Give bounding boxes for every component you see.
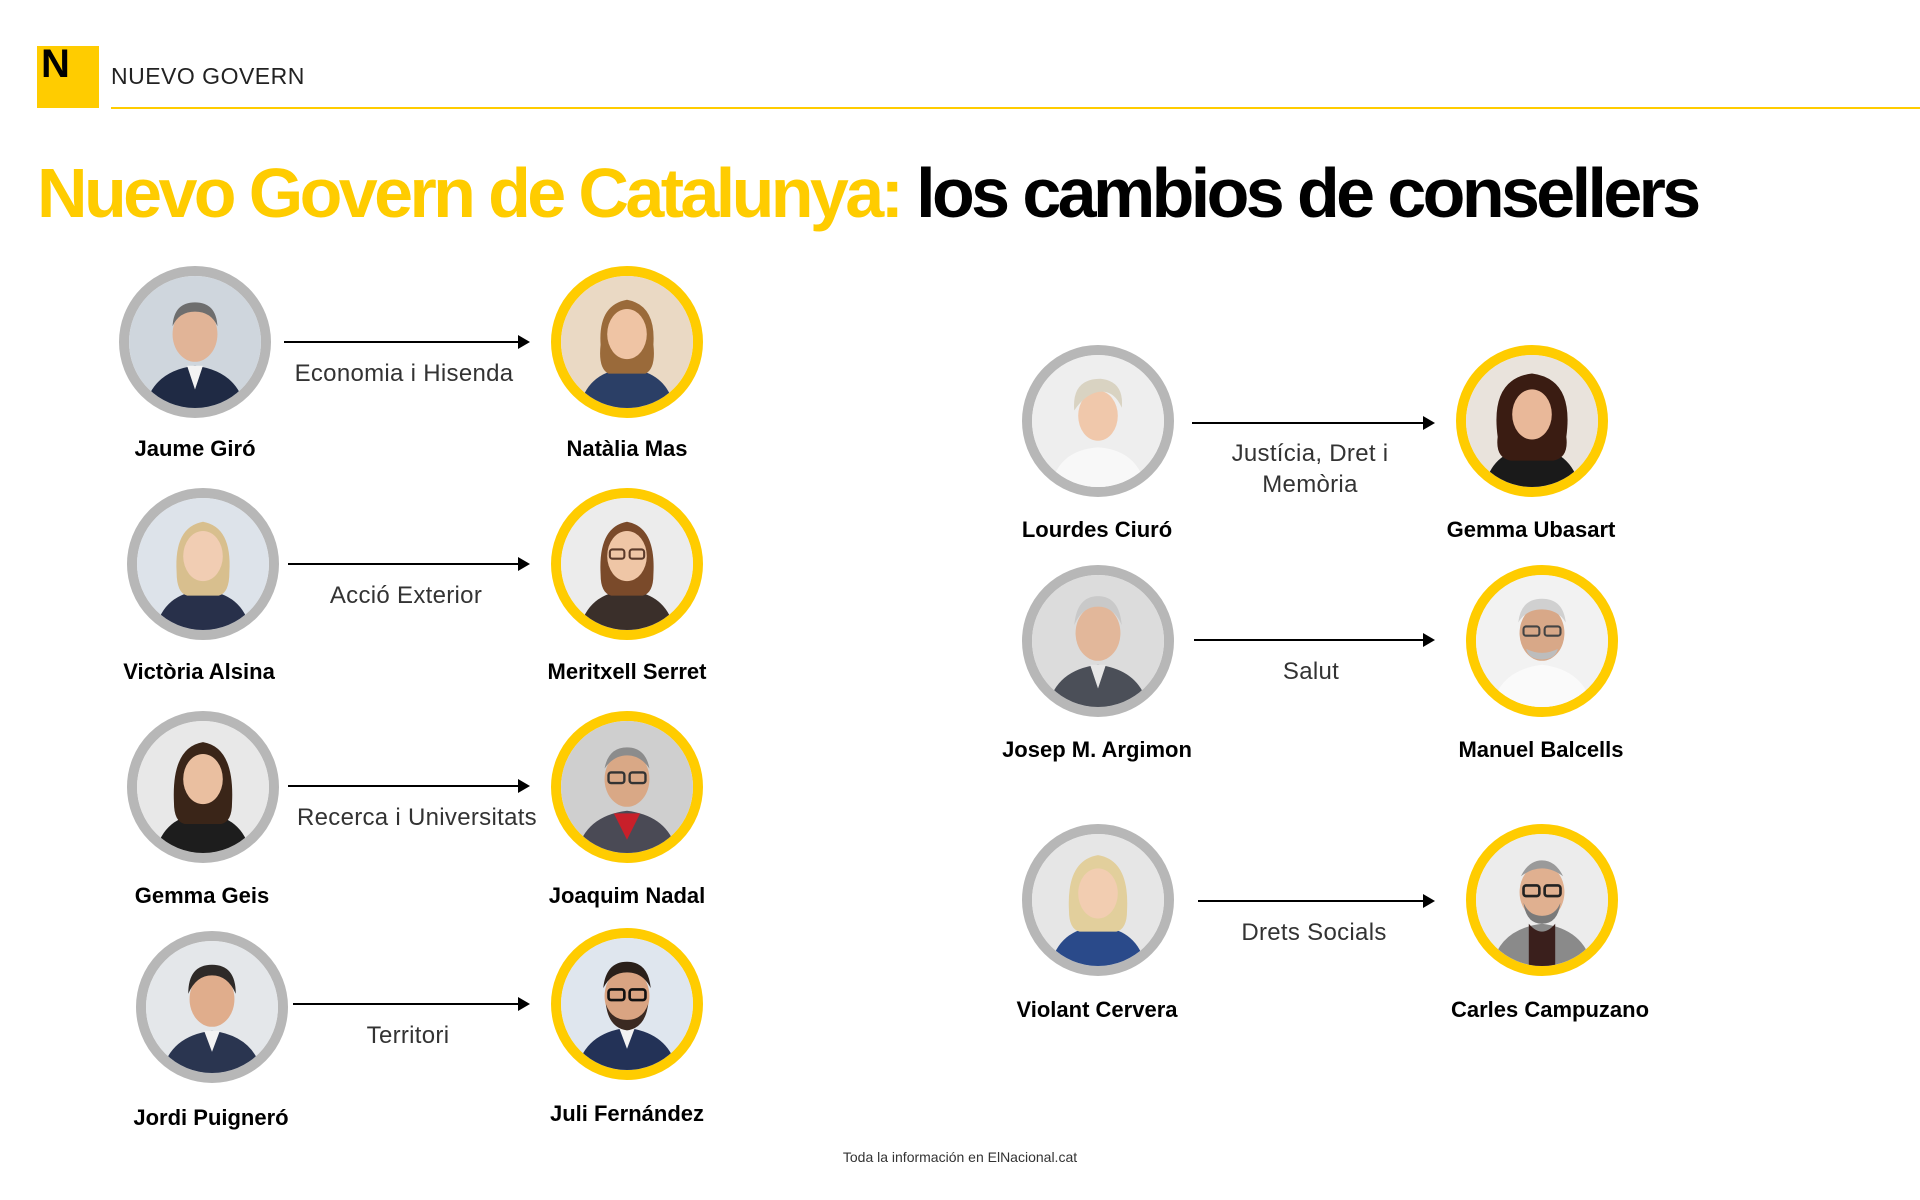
portrait-outgoing-1 [119, 266, 271, 418]
portrait-outgoing-3 [127, 711, 279, 863]
incoming-name-7: Carles Campuzano [1450, 997, 1650, 1022]
department-label-2: Acció Exterior [329, 582, 483, 609]
portrait-incoming-6 [1466, 565, 1618, 717]
person-icon [561, 721, 693, 853]
footer-credit: Toda la información en ElNacional.cat [842, 1149, 1078, 1165]
portrait-outgoing-7 [1022, 824, 1174, 976]
department-label-1: Economia i Hisenda [294, 360, 514, 387]
department-label-5: Justícia, Dret i Memòria [1160, 438, 1460, 500]
portrait-incoming-3 [551, 711, 703, 863]
department-label-6: Salut [1282, 658, 1340, 685]
incoming-name-5: Gemma Ubasart [1446, 517, 1616, 542]
portrait-outgoing-2 [127, 488, 279, 640]
department-label-5-line2: Memòria [1262, 471, 1358, 498]
incoming-name-1: Natàlia Mas [566, 436, 688, 461]
arrow-7 [1198, 894, 1435, 908]
outgoing-name-4: Jordi Puigneró [133, 1105, 289, 1130]
portrait-incoming-7 [1466, 824, 1618, 976]
arrow-6 [1194, 633, 1435, 647]
outgoing-name-7: Violant Cervera [1016, 997, 1178, 1022]
outgoing-name-6: Josep M. Argimon [1002, 737, 1192, 762]
header-divider [111, 107, 1920, 109]
incoming-name-2: Meritxell Serret [547, 659, 707, 684]
title-main: los cambios de consellers [916, 154, 1701, 232]
outgoing-name-3: Gemma Geis [134, 883, 270, 908]
department-label-4: Territori [366, 1022, 450, 1049]
outgoing-name-1: Jaume Giró [134, 436, 256, 461]
person-icon [1032, 834, 1164, 966]
section-label: NUEVO GOVERN [111, 63, 305, 89]
outgoing-name-2: Victòria Alsina [123, 659, 275, 684]
portrait-outgoing-6 [1022, 565, 1174, 717]
person-icon [129, 276, 261, 408]
person-icon [1476, 575, 1608, 707]
person-icon [146, 941, 278, 1073]
department-label-5-line1: Justícia, Dret i [1231, 440, 1389, 467]
person-icon [1032, 575, 1164, 707]
brand-logo: N [37, 42, 99, 108]
portrait-incoming-5 [1456, 345, 1608, 497]
person-icon [1476, 834, 1608, 966]
department-label-7: Drets Socials [1241, 919, 1387, 946]
logo-letter: N [41, 42, 70, 86]
arrow-3 [288, 779, 530, 793]
person-icon [137, 498, 269, 630]
arrow-4 [293, 997, 530, 1011]
portrait-incoming-4 [551, 928, 703, 1080]
person-icon [1032, 355, 1164, 487]
department-label-3: Recerca i Universitats [296, 804, 537, 831]
person-icon [1466, 355, 1598, 487]
portrait-outgoing-4 [136, 931, 288, 1083]
incoming-name-6: Manuel Balcells [1458, 737, 1624, 762]
incoming-name-4: Juli Fernández [549, 1101, 705, 1126]
portrait-outgoing-5 [1022, 345, 1174, 497]
arrow-1 [284, 335, 530, 349]
arrow-5 [1192, 416, 1435, 430]
page-title: Nuevo Govern de Catalunya: los cambios d… [37, 158, 1701, 228]
outgoing-name-5: Lourdes Ciuró [1021, 517, 1173, 542]
portrait-incoming-1 [551, 266, 703, 418]
arrow-2 [288, 557, 530, 571]
incoming-name-3: Joaquim Nadal [548, 883, 706, 908]
title-highlight: Nuevo Govern de Catalunya: [37, 154, 904, 232]
person-icon [561, 498, 693, 630]
person-icon [137, 721, 269, 853]
person-icon [561, 276, 693, 408]
person-icon [561, 938, 693, 1070]
portrait-incoming-2 [551, 488, 703, 640]
